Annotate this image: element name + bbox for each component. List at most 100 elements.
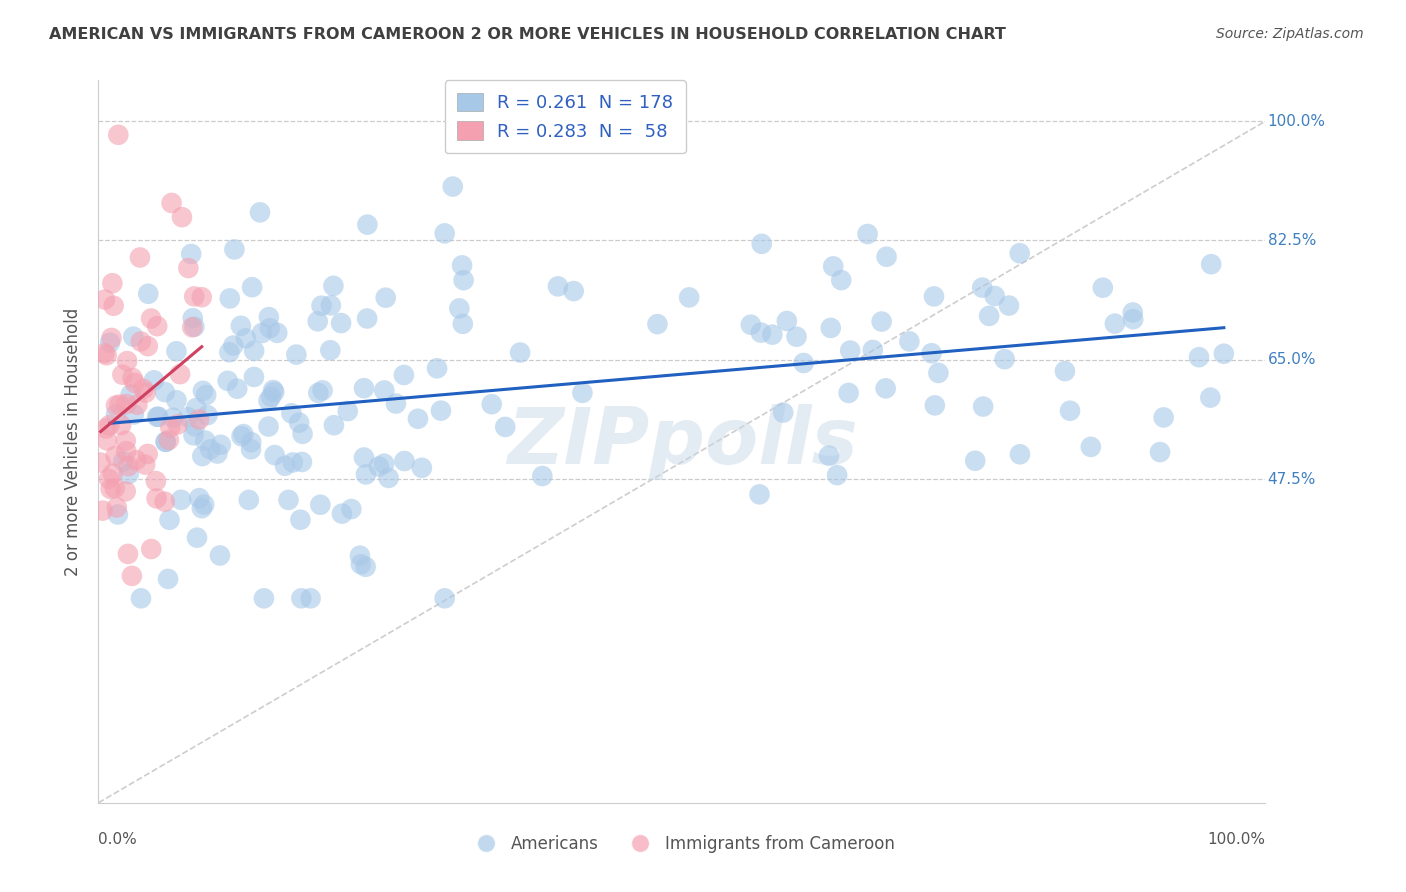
Point <box>136 447 159 461</box>
Point <box>115 354 138 368</box>
Point <box>875 381 897 395</box>
Point <box>207 446 229 460</box>
Point <box>148 409 170 424</box>
Point <box>856 227 879 241</box>
Point <box>311 384 333 398</box>
Point <box>290 513 312 527</box>
Point <box>262 383 284 397</box>
Point <box>1188 350 1211 364</box>
Point <box>426 361 449 376</box>
Point <box>103 299 125 313</box>
Text: Source: ZipAtlas.com: Source: ZipAtlas.com <box>1216 27 1364 41</box>
Point <box>740 318 762 332</box>
Point <box>998 299 1021 313</box>
Point <box>190 290 212 304</box>
Point <box>162 410 184 425</box>
Point <box>259 321 281 335</box>
Point <box>129 591 152 606</box>
Point <box>411 460 433 475</box>
Point <box>356 218 378 232</box>
Point <box>749 326 772 340</box>
Point <box>184 419 207 434</box>
Point <box>433 227 456 241</box>
Point <box>143 373 166 387</box>
Point <box>350 558 373 572</box>
Point <box>98 418 121 433</box>
Text: 82.5%: 82.5% <box>1268 233 1316 248</box>
Point <box>134 458 156 472</box>
Point <box>188 491 211 505</box>
Point <box>839 343 862 358</box>
Point <box>377 471 399 485</box>
Point <box>898 334 921 349</box>
Point <box>222 338 245 352</box>
Point <box>260 390 283 404</box>
Point <box>122 329 145 343</box>
Point <box>1091 281 1114 295</box>
Point <box>481 397 503 411</box>
Point <box>1008 447 1031 461</box>
Point <box>433 591 456 606</box>
Point <box>117 459 139 474</box>
Point <box>1199 391 1222 405</box>
Point <box>243 370 266 384</box>
Point <box>772 406 794 420</box>
Point <box>240 280 263 294</box>
Point <box>132 382 155 396</box>
Point <box>114 484 136 499</box>
Point <box>121 569 143 583</box>
Point <box>280 406 302 420</box>
Point <box>922 289 945 303</box>
Point <box>290 591 312 606</box>
Point <box>194 434 217 448</box>
Point <box>965 454 987 468</box>
Point <box>153 494 176 508</box>
Point <box>191 449 214 463</box>
Point <box>678 290 700 304</box>
Point <box>823 260 845 274</box>
Point <box>117 547 139 561</box>
Point <box>160 196 183 211</box>
Point <box>972 400 994 414</box>
Point <box>392 368 415 382</box>
Point <box>100 331 122 345</box>
Point <box>181 320 204 334</box>
Point <box>170 492 193 507</box>
Point <box>243 343 266 358</box>
Point <box>349 549 371 563</box>
Point <box>183 319 205 334</box>
Point <box>191 384 214 398</box>
Point <box>562 284 585 298</box>
Point <box>509 345 531 359</box>
Point <box>285 347 308 361</box>
Point <box>100 482 122 496</box>
Point <box>90 456 112 470</box>
Text: 100.0%: 100.0% <box>1208 831 1265 847</box>
Point <box>367 459 389 474</box>
Point <box>104 481 127 495</box>
Point <box>107 508 129 522</box>
Point <box>186 401 208 415</box>
Point <box>136 339 159 353</box>
Point <box>274 458 297 473</box>
Point <box>180 247 202 261</box>
Point <box>118 467 141 482</box>
Point <box>240 442 263 457</box>
Point <box>353 381 375 395</box>
Point <box>197 408 219 422</box>
Point <box>108 398 131 412</box>
Point <box>309 498 332 512</box>
Point <box>374 291 396 305</box>
Point <box>159 513 181 527</box>
Text: ZIPpolls: ZIPpolls <box>506 403 858 480</box>
Legend: Americans, Immigrants from Cameroon: Americans, Immigrants from Cameroon <box>463 828 901 860</box>
Point <box>266 326 288 340</box>
Point <box>1122 312 1144 326</box>
Point <box>311 299 333 313</box>
Point <box>96 434 118 448</box>
Point <box>373 457 395 471</box>
Point <box>240 435 263 450</box>
Point <box>135 385 157 400</box>
Point <box>1199 257 1222 271</box>
Point <box>159 420 181 434</box>
